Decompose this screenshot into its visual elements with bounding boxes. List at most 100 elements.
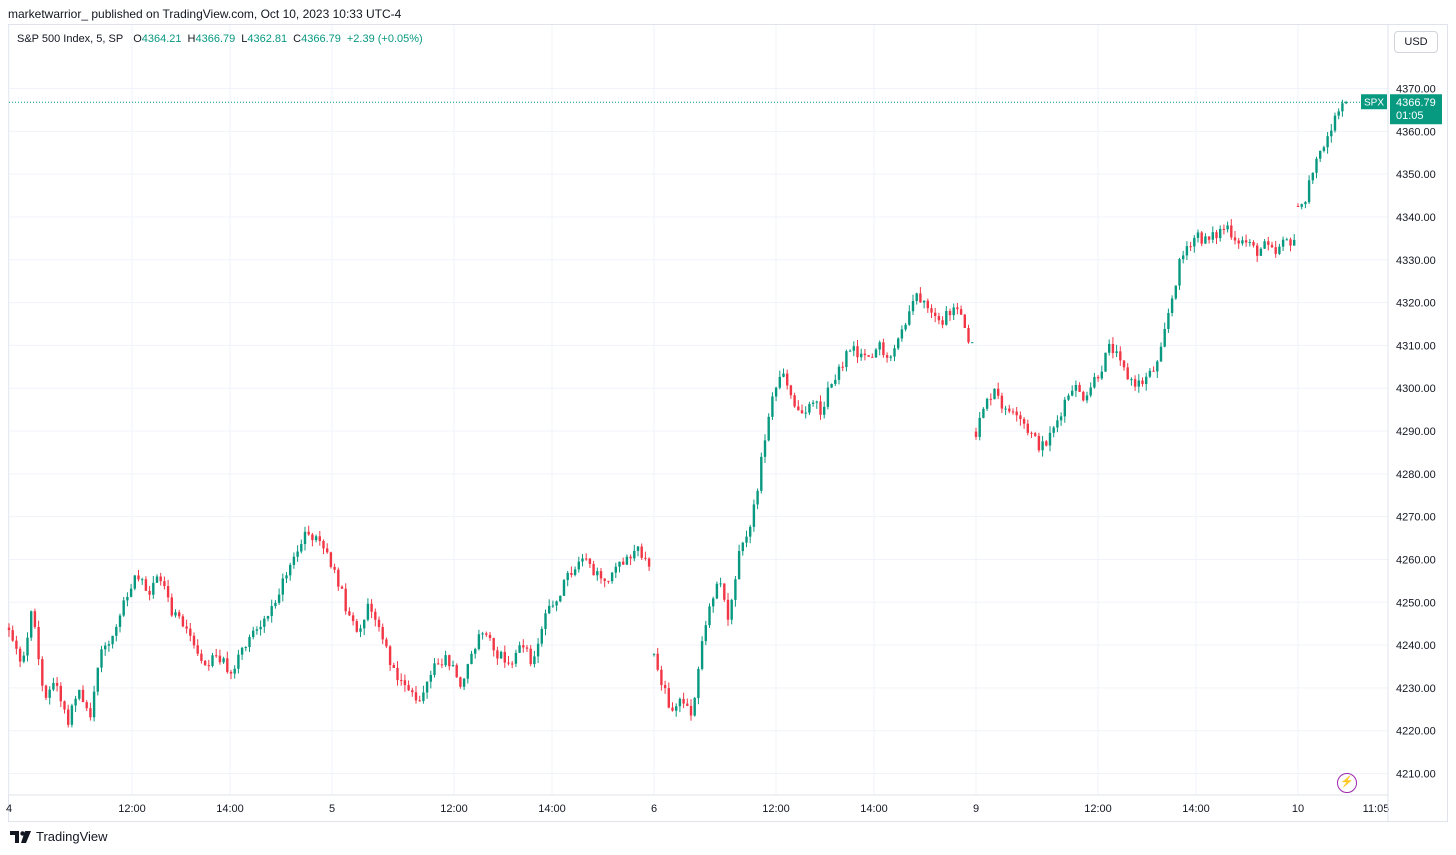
- candle-body: [1056, 420, 1059, 428]
- candle-body: [712, 598, 715, 607]
- candle-body: [778, 376, 781, 388]
- candle-body: [511, 663, 514, 665]
- candle-body: [749, 526, 752, 537]
- candle-body: [1052, 427, 1055, 433]
- candle-body: [425, 681, 429, 693]
- candle-body: [548, 605, 551, 614]
- candle-body: [529, 648, 532, 665]
- candle-body: [1341, 103, 1344, 112]
- candle-body: [588, 558, 592, 564]
- tradingview-footer[interactable]: TradingView: [10, 829, 108, 844]
- candle-body: [1263, 241, 1266, 249]
- symbol-name[interactable]: S&P 500 Index, 5, SP: [17, 33, 124, 45]
- candle-body: [229, 671, 233, 674]
- candle-body: [715, 583, 719, 599]
- y-tick-label: 4330.00: [1396, 255, 1436, 267]
- candle-body: [1322, 147, 1326, 151]
- candle-body: [919, 293, 922, 303]
- candle-body: [255, 629, 259, 631]
- candle-body: [926, 300, 929, 309]
- candle-body: [760, 456, 763, 491]
- candle-body: [1071, 390, 1074, 396]
- candle-body: [1337, 111, 1340, 116]
- candle-body: [418, 700, 421, 702]
- candle-body: [1059, 416, 1063, 421]
- candle-body: [1333, 115, 1337, 131]
- candle-body: [492, 638, 495, 651]
- candle-body: [237, 654, 240, 669]
- candle-body: [496, 650, 499, 659]
- candle-body: [274, 602, 277, 607]
- candle-body: [577, 561, 580, 570]
- candle-body: [585, 558, 588, 560]
- candle-body: [1241, 240, 1244, 244]
- candle-body: [374, 611, 377, 620]
- candle-body: [697, 668, 700, 699]
- candle-body: [555, 601, 558, 606]
- candle-body: [871, 356, 874, 358]
- candle-body: [930, 308, 933, 313]
- candle-body: [1248, 242, 1251, 244]
- candle-body: [922, 300, 926, 303]
- candle-body: [159, 576, 162, 582]
- low-key: L: [241, 33, 248, 45]
- candle-body: [663, 685, 667, 689]
- candle-body: [448, 655, 451, 667]
- candle-body: [296, 551, 299, 557]
- candle-body: [100, 649, 103, 668]
- x-tick-label: 4: [6, 803, 12, 815]
- candle-body: [826, 387, 830, 407]
- currency-button[interactable]: USD: [1394, 31, 1438, 53]
- candle-body: [514, 652, 518, 664]
- candle-body: [863, 353, 867, 356]
- candle-body: [956, 307, 959, 310]
- candle-body: [533, 656, 536, 665]
- candle-body: [599, 571, 603, 579]
- candle-body: [808, 403, 811, 413]
- candle-body: [1293, 239, 1296, 246]
- candle-body: [993, 388, 996, 400]
- candle-body: [963, 314, 966, 328]
- candle-body: [1219, 228, 1222, 239]
- candle-body: [1170, 298, 1174, 313]
- candle-body: [789, 385, 793, 396]
- candle-body: [652, 653, 656, 655]
- candle-body: [656, 653, 659, 670]
- candle-body: [322, 540, 325, 549]
- candle-body: [381, 626, 384, 640]
- candle-body: [1274, 247, 1277, 254]
- candle-body: [997, 388, 1000, 396]
- candle-body: [141, 579, 144, 581]
- candle-body: [967, 327, 970, 343]
- candle-body: [726, 599, 730, 620]
- candle-body: [633, 550, 636, 559]
- candle-body: [1267, 241, 1270, 245]
- candle-body: [660, 669, 663, 686]
- candle-body: [756, 490, 759, 505]
- candle-body: [719, 583, 722, 585]
- candle-body: [618, 561, 621, 567]
- open-value: 4364.21: [141, 33, 182, 45]
- candle-body: [314, 536, 318, 541]
- candle-body: [647, 558, 651, 567]
- candle-body: [1126, 367, 1129, 380]
- y-tick-label: 4350.00: [1396, 169, 1436, 181]
- candle-body: [33, 611, 37, 627]
- candle-body: [1163, 328, 1166, 347]
- candle-body: [414, 692, 418, 701]
- candle-body: [1215, 232, 1218, 239]
- candle-body: [667, 688, 670, 708]
- candle-body: [89, 708, 92, 718]
- lightning-icon[interactable]: ⚡: [1337, 773, 1357, 793]
- candle-body: [837, 366, 841, 380]
- chart-panel[interactable]: [8, 24, 1448, 822]
- candle-body: [522, 645, 525, 648]
- candle-body: [1256, 245, 1259, 256]
- candle-body: [477, 634, 481, 650]
- y-tick-label: 4290.00: [1396, 426, 1436, 438]
- candle-body: [1063, 399, 1066, 417]
- candle-body: [444, 655, 447, 666]
- candle-body: [359, 628, 362, 632]
- candle-body: [318, 536, 321, 541]
